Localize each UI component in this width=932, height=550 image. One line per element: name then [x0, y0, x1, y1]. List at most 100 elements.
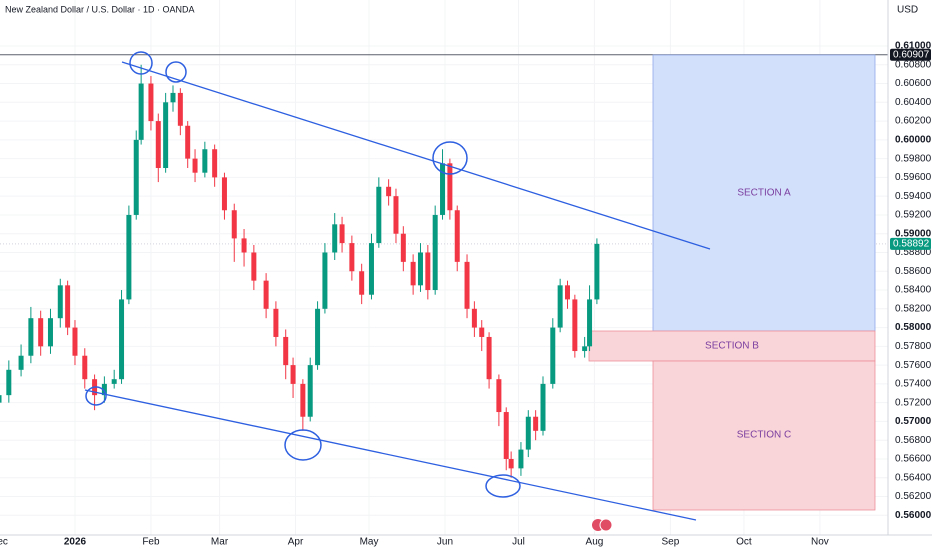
y-tick-label: 0.56600 [895, 454, 932, 465]
candle-body [332, 224, 338, 253]
price-line-label: 0.60907 [893, 49, 930, 60]
y-tick-label: 0.56200 [895, 491, 932, 502]
candle-body [508, 458, 514, 469]
y-tick-label: 0.56800 [895, 435, 932, 446]
candle-body [307, 365, 313, 417]
x-tick-label: Aug [586, 537, 604, 548]
candle-body [163, 102, 169, 169]
y-tick-label: 0.56000 [895, 510, 932, 521]
candle-body [202, 149, 208, 173]
candle-body [290, 365, 296, 384]
candle-body [273, 308, 279, 337]
y-tick-label: 0.58400 [895, 285, 932, 296]
candle-body [231, 210, 237, 239]
candle-body [417, 252, 423, 286]
section-label: SECTION A [737, 188, 791, 199]
y-tick-label: 0.57600 [895, 360, 932, 371]
y-tick-label: 0.60400 [895, 97, 932, 108]
candle-body [322, 252, 328, 309]
candle-body [572, 299, 578, 352]
candle-body [400, 233, 406, 262]
candle-body [38, 318, 44, 347]
candle-body [587, 299, 593, 347]
candle-body [454, 210, 460, 262]
currency-label: USD [897, 5, 918, 16]
y-tick-label: 0.57400 [895, 379, 932, 390]
candle-body [376, 186, 382, 244]
flag-icon [592, 518, 613, 532]
x-tick-label: Feb [142, 537, 160, 548]
x-tick-label: Sep [662, 537, 680, 548]
axis-panel [888, 0, 932, 550]
price-line-label-bg [890, 48, 931, 61]
y-tick-label: 0.59000 [895, 228, 932, 239]
y-tick-label: 0.59200 [895, 210, 932, 221]
x-tick-label: Jul [512, 537, 525, 548]
y-tick-label: 0.60600 [895, 78, 932, 89]
trend-line [121, 61, 711, 250]
candle-body [18, 355, 24, 370]
candle-body [212, 149, 218, 178]
candle-body [533, 416, 539, 431]
x-tick-label: Mar [211, 537, 229, 548]
last-price-label-bg [890, 237, 931, 250]
y-tick-label: 0.58600 [895, 266, 932, 277]
candle-body [315, 308, 321, 366]
candle-body [518, 449, 524, 469]
candle-body [486, 336, 492, 380]
candle-body [192, 158, 198, 173]
y-tick-label: 0.60200 [895, 116, 932, 127]
section-c-zone [652, 360, 876, 511]
candle-body [126, 214, 132, 300]
x-tick-label: Apr [288, 537, 304, 548]
section-label: SECTION C [737, 430, 791, 441]
section-b-zone [588, 330, 876, 362]
chart-title: New Zealand Dollar / U.S. Dollar · 1D · … [5, 4, 195, 14]
candle-body [119, 299, 125, 380]
candle-body [471, 308, 477, 328]
x-tick-label: Jun [437, 537, 453, 548]
candle-body [594, 243, 600, 300]
trend-line [84, 389, 697, 521]
candle-body [300, 383, 306, 417]
section-a-zone [652, 54, 876, 332]
x-tick-label: Nov [811, 537, 829, 548]
candle-body [525, 416, 531, 450]
y-tick-label: 0.57800 [895, 341, 932, 352]
candle-body [425, 252, 431, 291]
y-tick-label: 0.58000 [895, 322, 932, 333]
candle-body [148, 83, 154, 122]
candle-body [540, 383, 546, 431]
candle-body [72, 327, 78, 356]
candle-body [386, 186, 392, 197]
candle-body [251, 252, 257, 281]
y-tick-label: 0.60000 [895, 134, 932, 145]
candle-body [582, 346, 588, 352]
y-tick-label: 0.59600 [895, 172, 932, 183]
candle-body [82, 355, 88, 380]
candle-body [359, 271, 365, 295]
candle-body [47, 318, 53, 347]
candle-body [503, 412, 509, 459]
candle-body [339, 224, 345, 244]
candle-body [496, 379, 502, 413]
y-tick-label: 0.59800 [895, 153, 932, 164]
candle-body [101, 383, 107, 396]
x-tick-label: 2026 [64, 537, 87, 548]
candle-body [393, 196, 399, 234]
candle-body [368, 243, 374, 295]
candle-body [28, 318, 34, 356]
candle-body [349, 243, 355, 272]
candle-body [170, 92, 176, 103]
candle-body [283, 336, 289, 366]
candle-body [0, 395, 2, 403]
candle-body [479, 327, 485, 337]
candle-body [550, 327, 556, 384]
y-tick-label: 0.60800 [895, 59, 932, 70]
candle-body [557, 285, 563, 328]
circle-annotations [85, 51, 521, 498]
last-price-label: 0.58892 [893, 238, 930, 249]
x-tick-label: Oct [736, 537, 752, 548]
candle-body [111, 379, 117, 384]
